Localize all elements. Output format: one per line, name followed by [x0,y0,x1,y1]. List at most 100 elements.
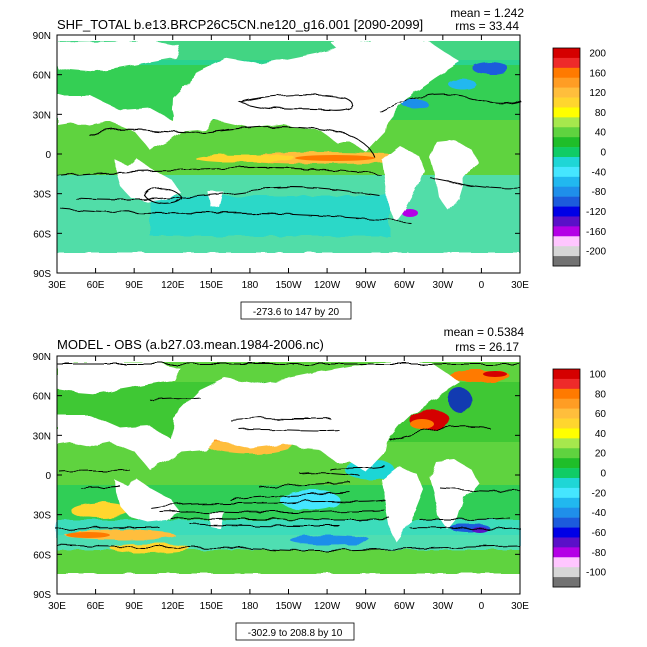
colorbar-swatch [553,196,580,207]
x-tick-label: 180 [242,280,259,291]
y-tick-label: 60N [33,71,51,82]
bottom-map-range-box [235,622,355,641]
x-tick-label: 0 [479,601,485,612]
colorbar-label: 20 [595,449,607,460]
x-tick-label: 90E [125,280,143,291]
colorbar-swatch [553,186,580,197]
colorbar-swatch [553,236,580,247]
colorbar-swatch [553,557,580,568]
colorbar-label: 40 [595,429,607,440]
colorbar-swatch [553,216,580,227]
colorbar-swatch [553,378,580,390]
colorbar-swatch [553,547,580,558]
colorbar-label: 120 [589,88,606,99]
x-tick-label: 60W [394,280,415,291]
bottom-map-colorbar: 100 80 60 40 20 0 -20 -40 -60 -80 -100 [552,368,607,588]
colorbar-swatch [553,246,580,257]
colorbar-swatch [553,567,580,578]
colorbar-swatch [553,388,580,400]
colorbar-label: -40 [592,167,607,178]
y-tick-label: 0 [45,471,51,482]
bottom-map-title: MODEL - OBS (a.b27.03.mean.1984-2006.nc) [57,337,324,352]
colorbar-swatch [553,458,580,469]
colorbar-swatch [553,256,580,267]
colorbar-swatch [553,147,580,158]
colorbar-label: -200 [586,247,606,258]
y-tick-label: 30S [33,511,51,522]
colorbar-label: 60 [595,409,607,420]
bottom-map-panel: MODEL - OBS (a.b27.03.mean.1984-2006.nc)… [33,325,607,641]
x-tick-label: 150E [200,601,224,612]
x-tick-label: 60E [87,601,105,612]
top-map-mean: mean = 1.242 [450,6,524,20]
colorbar-label: 0 [600,148,606,159]
colorbar-label: 80 [595,108,607,119]
colorbar-label: 80 [595,389,607,400]
colorbar-swatch [553,468,580,479]
colorbar-swatch [553,408,580,419]
colorbar-label: -80 [592,548,607,559]
y-tick-label: 30N [33,431,51,442]
colorbar-label: -160 [586,227,606,238]
colorbar-swatch [553,107,580,118]
x-tick-label: 150W [275,280,302,291]
x-tick-label: 120W [314,280,341,291]
y-tick-label: 60S [33,550,51,561]
bottom-map-rms: rms = 26.17 [455,340,519,354]
colorbar-swatch [553,176,580,188]
colorbar-label: 160 [589,68,606,79]
colorbar-label: 0 [600,469,606,480]
x-tick-label: 30E [511,280,529,291]
colorbar-swatch [553,418,580,429]
bottom-map-range-note: -302.9 to 208.8 by 10 [248,628,343,639]
colorbar-swatch [553,398,580,409]
colorbar-swatch [553,48,580,59]
colorbar-label: 100 [589,369,606,380]
colorbar-swatch [553,369,580,380]
colorbar-swatch [553,157,580,168]
x-tick-label: 30W [433,601,454,612]
top-map-colorbar: 200 160 120 80 40 0 -40 -80 -120 -160 -200 [552,47,607,267]
x-tick-label: 120E [161,280,185,291]
top-map-rms: rms = 33.44 [455,19,519,33]
y-tick-label: 90S [33,590,51,601]
colorbar-swatch [553,577,580,588]
colorbar-label: -100 [586,568,606,579]
bottom-map-field [56,356,521,594]
x-tick-label: 150E [200,280,224,291]
colorbar-label: -120 [586,207,606,218]
colorbar-label: 200 [589,48,606,59]
x-tick-label: 30E [48,601,66,612]
colorbar-swatch [553,137,580,148]
colorbar-label: -40 [592,508,607,519]
x-tick-label: 120E [161,601,185,612]
top-map-title: SHF_TOTAL b.e13.BRCP26C5CN.ne120_g16.001… [57,17,423,32]
y-tick-label: 60S [33,229,51,240]
y-tick-label: 0 [45,150,51,161]
x-tick-label: 150W [275,601,302,612]
y-tick-label: 90N [33,31,51,42]
colorbar-swatch [553,87,580,98]
colorbar-swatch [553,497,580,509]
x-tick-label: 180 [242,601,259,612]
colorbar-swatch [553,226,580,237]
colorbar-swatch [553,67,580,79]
x-tick-label: 0 [479,280,485,291]
colorbar-swatch [553,428,580,439]
colorbar-swatch [553,527,580,538]
colorbar-swatch [553,97,580,108]
colorbar-frame [552,47,581,267]
x-tick-label: 90W [355,601,376,612]
x-tick-label: 90E [125,601,143,612]
x-tick-label: 30E [511,601,529,612]
x-tick-label: 120W [314,601,341,612]
bottom-map-mean: mean = 0.5384 [444,325,525,339]
y-tick-label: 30N [33,110,51,121]
colorbar-swatch [553,117,580,128]
top-map-range-note: -273.6 to 147 by 20 [253,307,340,318]
colorbar-swatch [553,448,580,459]
x-tick-label: 90W [355,280,376,291]
colorbar-swatch [553,438,580,449]
colorbar-swatch [553,57,580,69]
